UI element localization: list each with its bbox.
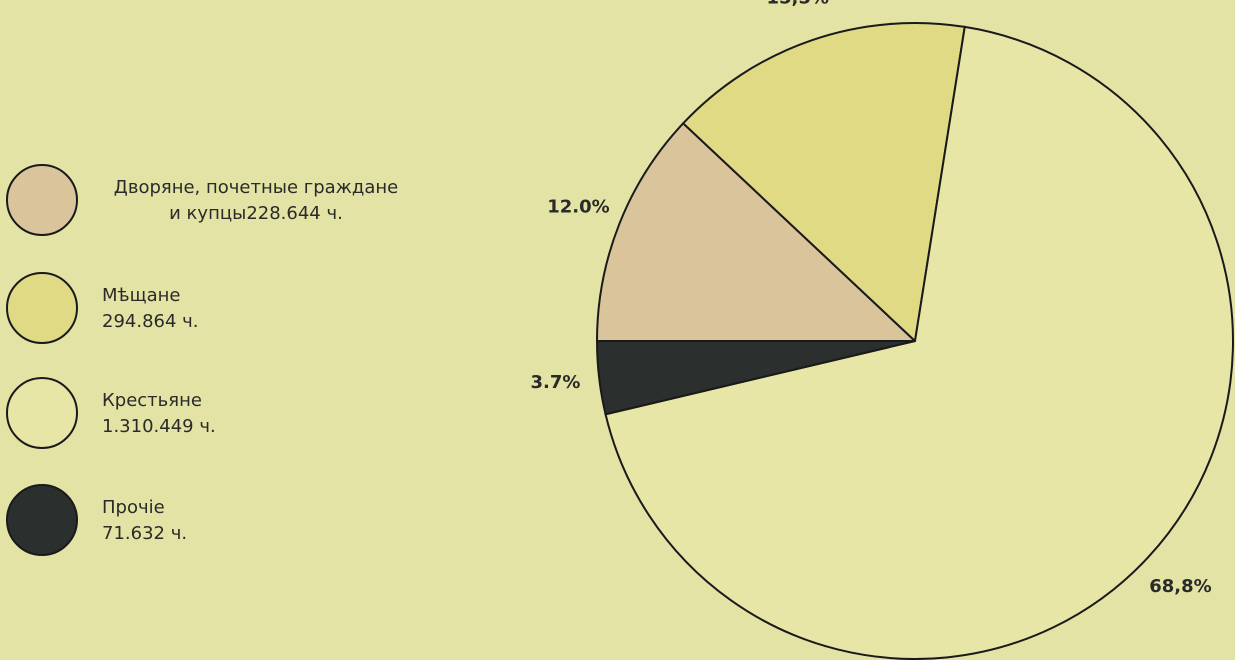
legend-label: 71.632 ч. (102, 523, 187, 544)
pie-slice (604, 25, 1234, 660)
legend-label: Крестьяне (102, 390, 202, 411)
legend-swatch (6, 484, 78, 556)
pie-slice (595, 340, 916, 416)
legend-swatch (6, 377, 78, 449)
pie-slice (681, 22, 966, 344)
legend-label: 1.310.449 ч. (102, 416, 216, 437)
legend-swatch (6, 272, 78, 344)
pie-slice (595, 121, 918, 342)
slice-label: 15,5% (767, 0, 829, 9)
slice-label: 68,8% (1149, 576, 1211, 597)
legend-label: 294.864 ч. (102, 311, 199, 332)
slice-label: 3.7% (530, 372, 580, 393)
legend-label: и купцы228.644 ч. (169, 203, 343, 224)
legend-label: Прочiе (102, 497, 165, 518)
legend-label: Мѣщане (102, 285, 180, 306)
legend-label: Дворяне, почетные граждане (114, 177, 398, 198)
slice-label: 12.0% (547, 197, 609, 218)
legend-swatch (6, 164, 78, 236)
